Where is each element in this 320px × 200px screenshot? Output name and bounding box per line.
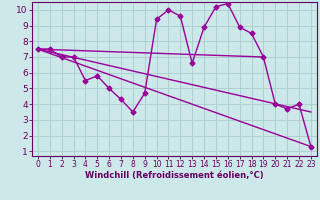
X-axis label: Windchill (Refroidissement éolien,°C): Windchill (Refroidissement éolien,°C) (85, 171, 264, 180)
